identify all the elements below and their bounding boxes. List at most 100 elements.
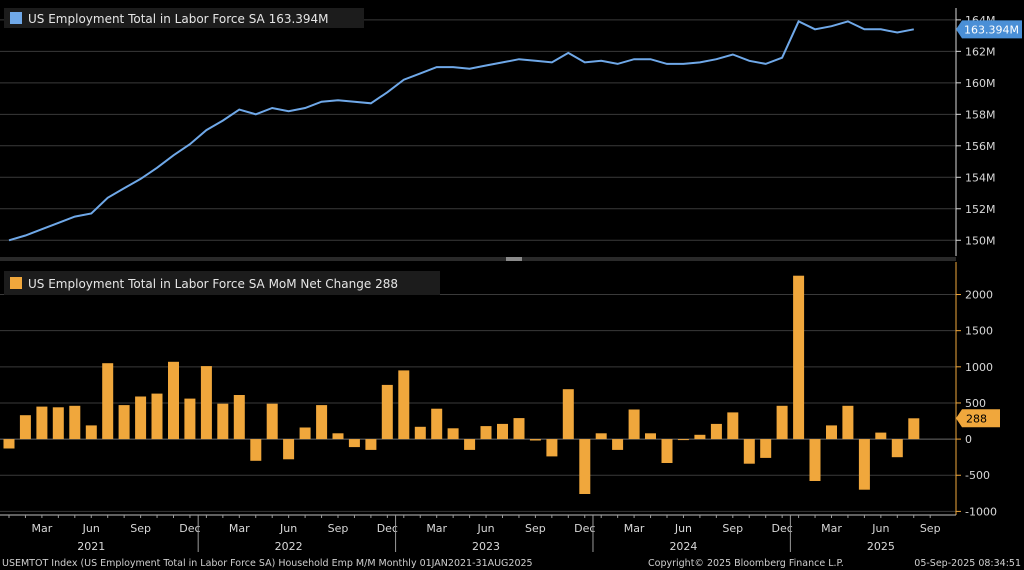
mom-bar [546,439,558,457]
x-month-label: Dec [574,522,595,535]
mom-bar [743,439,755,464]
top-y-tick-label: 156M [965,140,996,153]
mom-bar [628,409,640,440]
mom-bar [398,370,410,440]
mom-bar [497,423,508,440]
top-y-tick-labels: 150M152M154M156M158M160M162M164M [956,14,996,247]
panel-resize-handle[interactable] [506,257,522,261]
mom-bar [677,439,689,441]
mom-bar [760,439,772,458]
mom-bar [69,405,81,440]
footer-source: USEMTOT Index (US Employment Total in La… [2,558,533,569]
bottom-legend-label: US Employment Total in Labor Force SA Mo… [28,277,398,291]
mom-bar [299,427,311,440]
x-month-label: Dec [772,522,793,535]
x-year-label: 2025 [867,540,895,553]
x-month-label: Jun [476,522,494,535]
mom-bar [233,395,245,440]
mom-bar [250,439,262,461]
x-month-label: Mar [229,522,250,535]
mom-bar [135,396,147,440]
x-month-label: Mar [426,522,447,535]
bottom-y-tick-label: 1000 [965,361,993,374]
x-month-label: Jun [82,522,100,535]
top-y-tick-label: 160M [965,77,996,90]
x-month-label: Mar [624,522,645,535]
mom-bar [447,428,459,440]
x-axis-ticks [8,515,931,518]
mom-bar [365,439,377,450]
mom-bar [217,403,229,440]
mom-bar [875,432,887,440]
top-y-tick-label: 154M [965,171,996,184]
mom-bar [348,439,360,448]
bottom-last-value-badge: 288 [956,409,1000,428]
mom-bar [661,439,673,463]
x-year-label: 2021 [77,540,105,553]
mom-bar [562,389,574,440]
top-y-tick-label: 152M [965,203,996,216]
top-y-tick-label: 150M [965,234,996,247]
mom-bar [52,407,64,440]
x-month-label: Jun [871,522,889,535]
mom-bar [595,433,607,440]
mom-bar [529,439,541,441]
mom-bar [200,366,212,440]
top-legend-label: US Employment Total in Labor Force SA 16… [28,12,329,26]
bottom-y-tick-label: -500 [965,469,990,482]
mom-bar [612,439,624,450]
footer-copyright: Copyright© 2025 Bloomberg Finance L.P. [648,558,844,569]
x-month-label: Dec [179,522,200,535]
x-month-label: Jun [674,522,692,535]
mom-bar [85,425,97,440]
mom-bar [842,405,854,440]
bottom-y-tick-label: 500 [965,397,986,410]
x-year-label: 2024 [669,540,697,553]
mom-bar [19,415,31,440]
mom-bar [316,405,328,440]
bottom-legend: US Employment Total in Labor Force SA Mo… [4,271,440,295]
mom-bar [118,405,130,440]
mom-bar [826,425,837,440]
x-month-label: Mar [821,522,842,535]
mom-bar [283,439,295,460]
mom-bar [891,439,903,458]
bottom-y-tick-label: 2000 [965,289,993,302]
mom-bar [431,408,443,440]
mom-bar [908,418,920,440]
x-month-label: Sep [722,522,743,535]
mom-bar [858,439,870,490]
mom-bar [414,426,426,440]
mom-bar [710,423,722,440]
bottom-y-tick-label: -1000 [965,505,997,518]
mom-bar [645,433,656,440]
top-last-value-label: 163.394M [964,23,1019,36]
mom-bar [184,398,196,440]
x-month-label: Dec [377,522,398,535]
x-month-label: Sep [525,522,546,535]
panel-divider [0,257,956,261]
mom-change-panel: -1000 -500 0 500 1000 1500 2000 US Employment … [0,262,1000,518]
employment-level-panel: 150M152M154M156M158M160M162M164M US Empl… [0,8,1022,256]
mom-bar [809,439,821,481]
mom-bar [513,418,525,440]
x-month-label: Sep [328,522,349,535]
mom-bar [776,405,788,440]
mom-bar [381,384,393,440]
mom-bar [168,361,179,440]
footer: USEMTOT Index (US Employment Total in La… [2,558,1021,569]
mom-bar [36,406,48,440]
mom-bar [464,439,476,450]
top-legend: US Employment Total in Labor Force SA 16… [4,8,364,28]
x-month-label: Jun [279,522,297,535]
x-year-labels: 2021 2022 2023 2024 2025 [77,515,895,553]
mom-bar [151,393,163,440]
mom-bar [102,363,114,440]
x-month-label: Sep [920,522,941,535]
mom-bar [332,433,344,440]
x-year-label: 2023 [472,540,500,553]
mom-bar [266,403,278,440]
mom-bar [579,439,591,494]
bottom-last-value-marker [956,409,1000,428]
